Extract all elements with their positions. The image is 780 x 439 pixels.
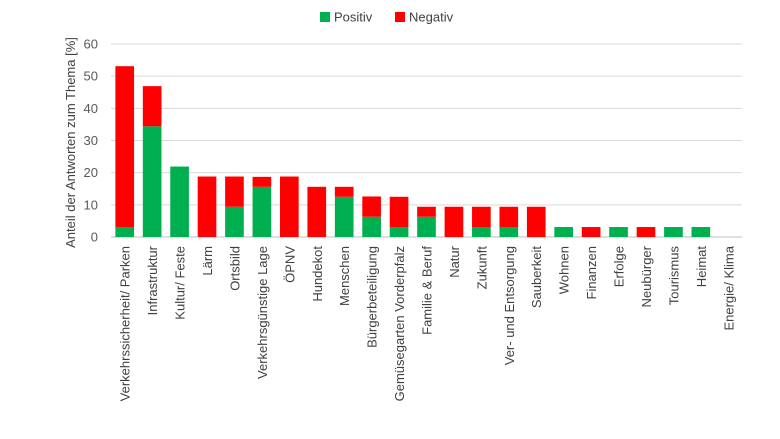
- bars: [115, 66, 711, 237]
- x-category-label: Verkehrssicherheit/ Parken: [118, 246, 133, 401]
- x-category-label: ÖPNV: [282, 246, 297, 283]
- x-category-label: Familie & Beruf: [420, 246, 435, 335]
- bar-negativ-4: [225, 176, 244, 207]
- bar-negativ-17: [581, 227, 601, 237]
- legend-swatch-positiv: [320, 12, 330, 22]
- bar-negativ-5: [252, 176, 272, 187]
- bar-negativ-14: [499, 206, 519, 228]
- bar-positiv-10: [389, 227, 409, 237]
- bar-positiv-16: [554, 227, 574, 237]
- bar-positiv-11: [417, 216, 436, 237]
- bar-negativ-12: [444, 206, 464, 237]
- bar-positiv-20: [664, 227, 683, 237]
- x-category-label: Finanzen: [584, 246, 599, 299]
- bar-negativ-15: [526, 206, 546, 237]
- legend-label-negativ: Negativ: [409, 10, 454, 25]
- x-axis-labels: Verkehrssicherheit/ Parken Infrastruktur K…: [118, 245, 737, 401]
- bar-negativ-0: [115, 66, 135, 228]
- x-category-label: Neubürger: [639, 245, 654, 307]
- bar-negativ-13: [472, 206, 491, 228]
- y-tick-label: 20: [84, 165, 98, 180]
- x-category-label: Zukunft: [474, 246, 489, 290]
- x-category-label: Ver- und Entsorgung: [502, 246, 517, 365]
- bar-positiv-8: [334, 196, 354, 237]
- bar-negativ-8: [334, 186, 354, 197]
- legend-label-positiv: Positiv: [334, 10, 373, 25]
- x-category-label: Natur: [447, 245, 462, 277]
- bar-positiv-5: [252, 186, 272, 237]
- bar-positiv-14: [499, 227, 519, 237]
- bar-positiv-2: [170, 166, 189, 237]
- bar-positiv-4: [225, 206, 244, 237]
- x-category-label: Kultur/ Feste: [173, 246, 188, 320]
- bar-positiv-18: [609, 227, 628, 237]
- bar-negativ-3: [197, 176, 217, 237]
- x-category-label: Erfolge: [612, 246, 627, 287]
- x-category-label: Bürgerbeteiligung: [365, 246, 380, 348]
- bar-negativ-6: [279, 176, 299, 237]
- bar-negativ-10: [389, 196, 409, 228]
- x-category-label: Tourismus: [666, 246, 681, 306]
- y-axis-title: Anteil der Antworten zum Thema [%]: [63, 37, 78, 248]
- x-category-label: Hundekot: [310, 246, 325, 302]
- bar-negativ-19: [636, 227, 656, 237]
- legend: Positiv Negativ: [320, 10, 454, 25]
- bar-negativ-11: [417, 206, 436, 217]
- y-tick-label: 0: [91, 230, 98, 245]
- y-axis-ticks: 0 10 20 30 40 50 60: [84, 37, 98, 245]
- y-tick-label: 60: [84, 37, 98, 52]
- bar-negativ-9: [362, 196, 381, 217]
- x-category-label: Infrastruktur: [145, 245, 160, 315]
- bar-positiv-21: [691, 227, 711, 237]
- x-category-label: Wohnen: [557, 246, 572, 294]
- x-category-label: Heimat: [694, 246, 709, 288]
- y-tick-label: 30: [84, 133, 98, 148]
- x-category-label: Menschen: [337, 246, 352, 306]
- x-category-label: Energie/ Klima: [721, 245, 736, 330]
- bar-positiv-1: [142, 126, 162, 237]
- y-tick-label: 40: [84, 101, 98, 116]
- bar-positiv-13: [472, 227, 491, 237]
- bar-positiv-0: [115, 227, 135, 237]
- bar-negativ-7: [307, 186, 327, 237]
- y-tick-label: 10: [84, 197, 98, 212]
- x-category-label: Ortsbild: [227, 246, 242, 291]
- legend-swatch-negativ: [395, 12, 405, 22]
- x-category-label: Sauberkeit: [529, 246, 544, 309]
- bar-positiv-9: [362, 216, 381, 237]
- x-category-label: Gemüsegarten Vorderpfalz: [392, 246, 407, 401]
- x-category-label: Verkehrsgünstige Lage: [255, 246, 270, 379]
- bar-negativ-1: [142, 86, 162, 127]
- x-category-label: Lärm: [200, 246, 215, 276]
- y-tick-label: 50: [84, 69, 98, 84]
